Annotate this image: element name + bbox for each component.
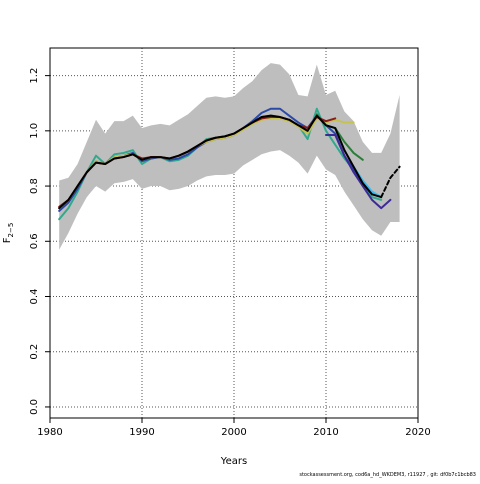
x-tick-label: 2010 bbox=[313, 427, 338, 438]
y-axis-title: F2−5 bbox=[2, 223, 15, 244]
x-tick-label: 2020 bbox=[405, 427, 430, 438]
confidence-band-layer bbox=[59, 63, 400, 250]
footer-caption: stockassessment.org, cod6a_hd_WKDEM3, r1… bbox=[299, 472, 476, 478]
x-tick-label: 1980 bbox=[37, 427, 62, 438]
series-line bbox=[380, 165, 401, 199]
y-axis-title-subscript: 2−5 bbox=[7, 223, 15, 238]
series-layer bbox=[58, 107, 401, 221]
series-line bbox=[58, 114, 383, 210]
y-tick-label: 0.8 bbox=[29, 178, 40, 194]
y-axis-title-main: F bbox=[2, 237, 13, 243]
x-axis-title: Years bbox=[220, 456, 247, 467]
y-tick-label: 0.0 bbox=[29, 399, 40, 415]
y-tick-label: 0.6 bbox=[29, 233, 40, 249]
x-tick-label: 1990 bbox=[129, 427, 154, 438]
confidence-band bbox=[59, 63, 400, 250]
x-axis: 1980 1990 2000 2010 2020 bbox=[37, 418, 431, 438]
y-axis: 0.0 0.2 0.4 0.6 0.8 1.0 1.2 bbox=[29, 68, 50, 415]
x-tick-label: 2000 bbox=[221, 427, 246, 438]
y-tick-label: 1.2 bbox=[29, 68, 40, 84]
y-tick-label: 0.2 bbox=[29, 344, 40, 360]
series-line bbox=[325, 133, 392, 210]
y-tick-label: 1.0 bbox=[29, 123, 40, 139]
y-tick-label: 0.4 bbox=[29, 289, 40, 305]
